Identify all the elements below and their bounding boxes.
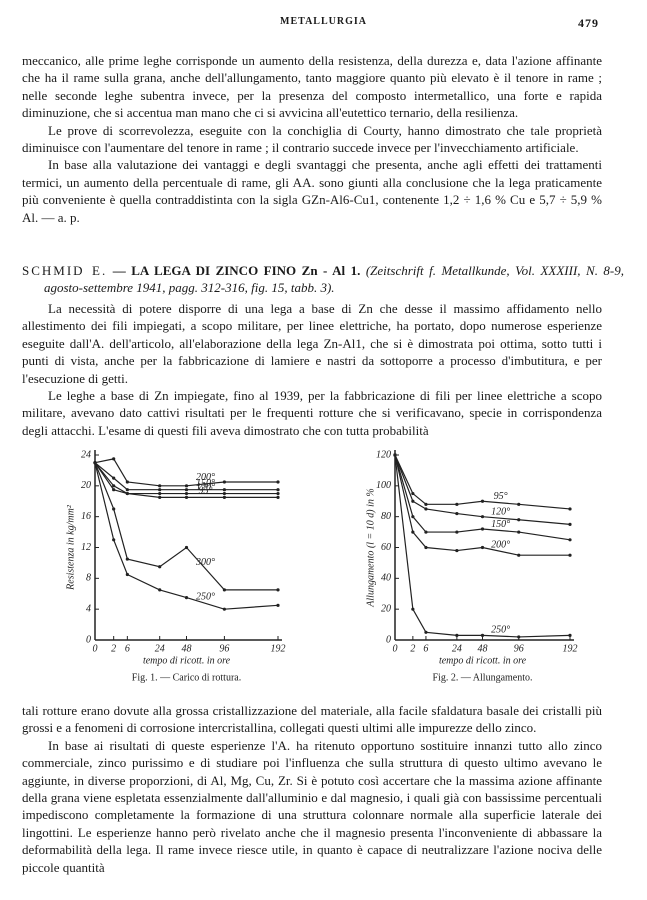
paragraph: In base alla valutazione dei vantaggi e … bbox=[22, 157, 602, 225]
text-block: tali rotture erano dovute alla grossa cr… bbox=[22, 702, 602, 876]
y-tick-label: 4 bbox=[86, 603, 91, 614]
x-tick-label: 192 bbox=[271, 643, 286, 654]
series-line bbox=[394, 454, 571, 638]
series-line bbox=[394, 454, 571, 510]
x-axis-label: tempo di ricott. in ore bbox=[439, 655, 527, 666]
series-line bbox=[94, 458, 278, 487]
series-label: 250° bbox=[196, 592, 215, 603]
y-tick-label: 100 bbox=[376, 480, 391, 491]
y-tick-label: 12 bbox=[81, 542, 91, 553]
reference: SCHMID E. — LA LEGA DI ZINCO FINO Zn - A… bbox=[22, 262, 624, 297]
series-line bbox=[94, 462, 278, 498]
x-axis-label: tempo di ricott. in ore bbox=[143, 655, 231, 666]
series-label: 120° bbox=[196, 482, 215, 493]
series-line bbox=[94, 462, 278, 491]
y-tick-label: 80 bbox=[381, 511, 391, 522]
y-tick-label: 24 bbox=[81, 449, 91, 460]
x-tick-label: 96 bbox=[219, 643, 229, 654]
y-tick-label: 20 bbox=[81, 480, 91, 491]
x-tick-label: 48 bbox=[478, 643, 488, 654]
paragraph: Le prove di scorrevolezza, eseguite con … bbox=[22, 122, 602, 156]
x-tick-label: 96 bbox=[514, 643, 524, 654]
y-axis-label: Allungamento (l = 10 d) in % bbox=[365, 488, 376, 607]
series-label: 120° bbox=[491, 507, 510, 518]
series-label: 95° bbox=[198, 486, 212, 497]
y-tick-label: 120 bbox=[376, 449, 391, 460]
series-label: 250° bbox=[491, 624, 510, 635]
series-label: 95° bbox=[494, 491, 508, 502]
caption: Fig. 2. — Allungamento. bbox=[433, 672, 533, 683]
x-tick-label: 2 bbox=[410, 643, 415, 654]
x-tick-label: 2 bbox=[111, 643, 116, 654]
x-tick-label: 48 bbox=[182, 643, 192, 654]
data-point bbox=[568, 507, 572, 511]
y-tick-label: 20 bbox=[381, 603, 391, 614]
text-block: meccanico, alle prime leghe corrisponde … bbox=[22, 52, 602, 226]
y-tick-label: 60 bbox=[381, 542, 391, 553]
text-block: La necessità di potere disporre di una l… bbox=[22, 300, 602, 439]
x-tick-label: 6 bbox=[423, 643, 428, 654]
y-axis-label: Resistenza in kg/mm² bbox=[65, 504, 76, 591]
x-tick-label: 192 bbox=[563, 643, 578, 654]
y-tick-label: 0 bbox=[86, 634, 91, 645]
paragraph: La necessità di potere disporre di una l… bbox=[22, 301, 602, 386]
ref-title: — LA LEGA DI ZINCO FINO Zn - Al 1. bbox=[112, 263, 361, 278]
ref-source: (Zeitschrift f. Metallkunde, Vol. XXXIII… bbox=[44, 263, 625, 296]
y-tick-label: 8 bbox=[86, 573, 91, 584]
y-tick-label: 16 bbox=[81, 511, 91, 522]
running-header: METALLURGIA bbox=[280, 16, 367, 27]
series-label: 200° bbox=[196, 472, 215, 483]
caption: Fig. 1. — Carico di rottura. bbox=[132, 672, 241, 683]
series-label: 150° bbox=[196, 478, 215, 489]
x-tick-label: 6 bbox=[125, 643, 130, 654]
x-tick-label: 24 bbox=[452, 643, 462, 654]
series-line bbox=[394, 454, 571, 525]
series-line bbox=[94, 462, 278, 591]
series-label: 200° bbox=[491, 540, 510, 551]
series-line bbox=[394, 454, 570, 556]
series-label: 150° bbox=[491, 519, 510, 530]
y-tick-label: 0 bbox=[386, 634, 391, 645]
paragraph: Le leghe a base di Zn impiegate, fino al… bbox=[22, 388, 602, 438]
series-line bbox=[94, 462, 279, 610]
x-tick-label: 0 bbox=[393, 643, 398, 654]
page-number: 479 bbox=[578, 16, 599, 30]
paragraph: tali rotture erano dovute alla grossa cr… bbox=[22, 703, 602, 736]
x-tick-label: 24 bbox=[155, 643, 165, 654]
paragraph: meccanico, alle prime leghe corrisponde … bbox=[22, 53, 602, 121]
ref-author: SCHMID E. bbox=[22, 263, 108, 278]
series-line bbox=[394, 454, 571, 541]
series-line bbox=[94, 462, 278, 495]
y-tick-label: 40 bbox=[381, 573, 391, 584]
x-tick-label: 0 bbox=[93, 643, 98, 654]
series-label: 300° bbox=[195, 557, 215, 568]
paragraph: In base ai risultati di queste esperienz… bbox=[22, 737, 602, 875]
